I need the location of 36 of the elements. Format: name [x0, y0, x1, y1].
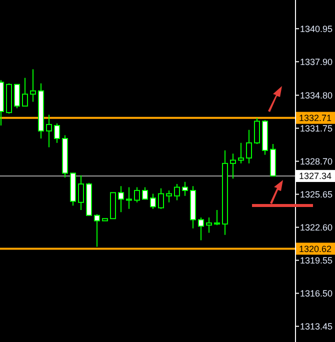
candlestick — [142, 186, 148, 200]
candlestick — [182, 181, 188, 196]
candlestick — [54, 122, 60, 144]
candlestick — [30, 68, 36, 102]
y-tick-label: 1319.55 — [300, 255, 333, 266]
candlestick — [78, 174, 84, 210]
y-tick-label: 1322.60 — [300, 222, 333, 232]
candlestick — [134, 186, 140, 203]
y-tick-label: 1325.65 — [300, 189, 333, 200]
candlestick — [150, 193, 156, 210]
candlestick — [246, 129, 252, 164]
candlestick — [198, 217, 204, 241]
candlestick — [158, 188, 164, 210]
ref-line-label: 1327.34 — [299, 171, 332, 182]
candlestick — [238, 142, 244, 164]
candlestick — [214, 209, 220, 226]
candlestick — [166, 190, 172, 203]
candlestick — [14, 84, 20, 109]
candlestick — [46, 114, 52, 148]
y-tick-label: 1340.95 — [300, 24, 333, 34]
candlestick — [174, 183, 180, 201]
candlestick — [206, 217, 212, 234]
candlestick — [230, 153, 236, 180]
candlestick — [118, 186, 124, 213]
ref-line-label: 1320.62 — [299, 244, 332, 254]
y-tick-label: 1331.75 — [300, 123, 333, 134]
candlestick — [94, 214, 100, 248]
ref-line-label: 1332.71 — [299, 113, 332, 124]
candlestick — [126, 186, 132, 210]
y-tick-label: 1313.45 — [300, 321, 333, 332]
y-tick-label: 1316.50 — [300, 288, 333, 298]
y-tick-label: 1334.80 — [300, 90, 333, 100]
y-tick-label: 1337.90 — [300, 56, 333, 67]
candlestick — [254, 117, 260, 144]
candlestick — [22, 77, 28, 107]
y-tick-label: 1328.70 — [300, 156, 333, 166]
